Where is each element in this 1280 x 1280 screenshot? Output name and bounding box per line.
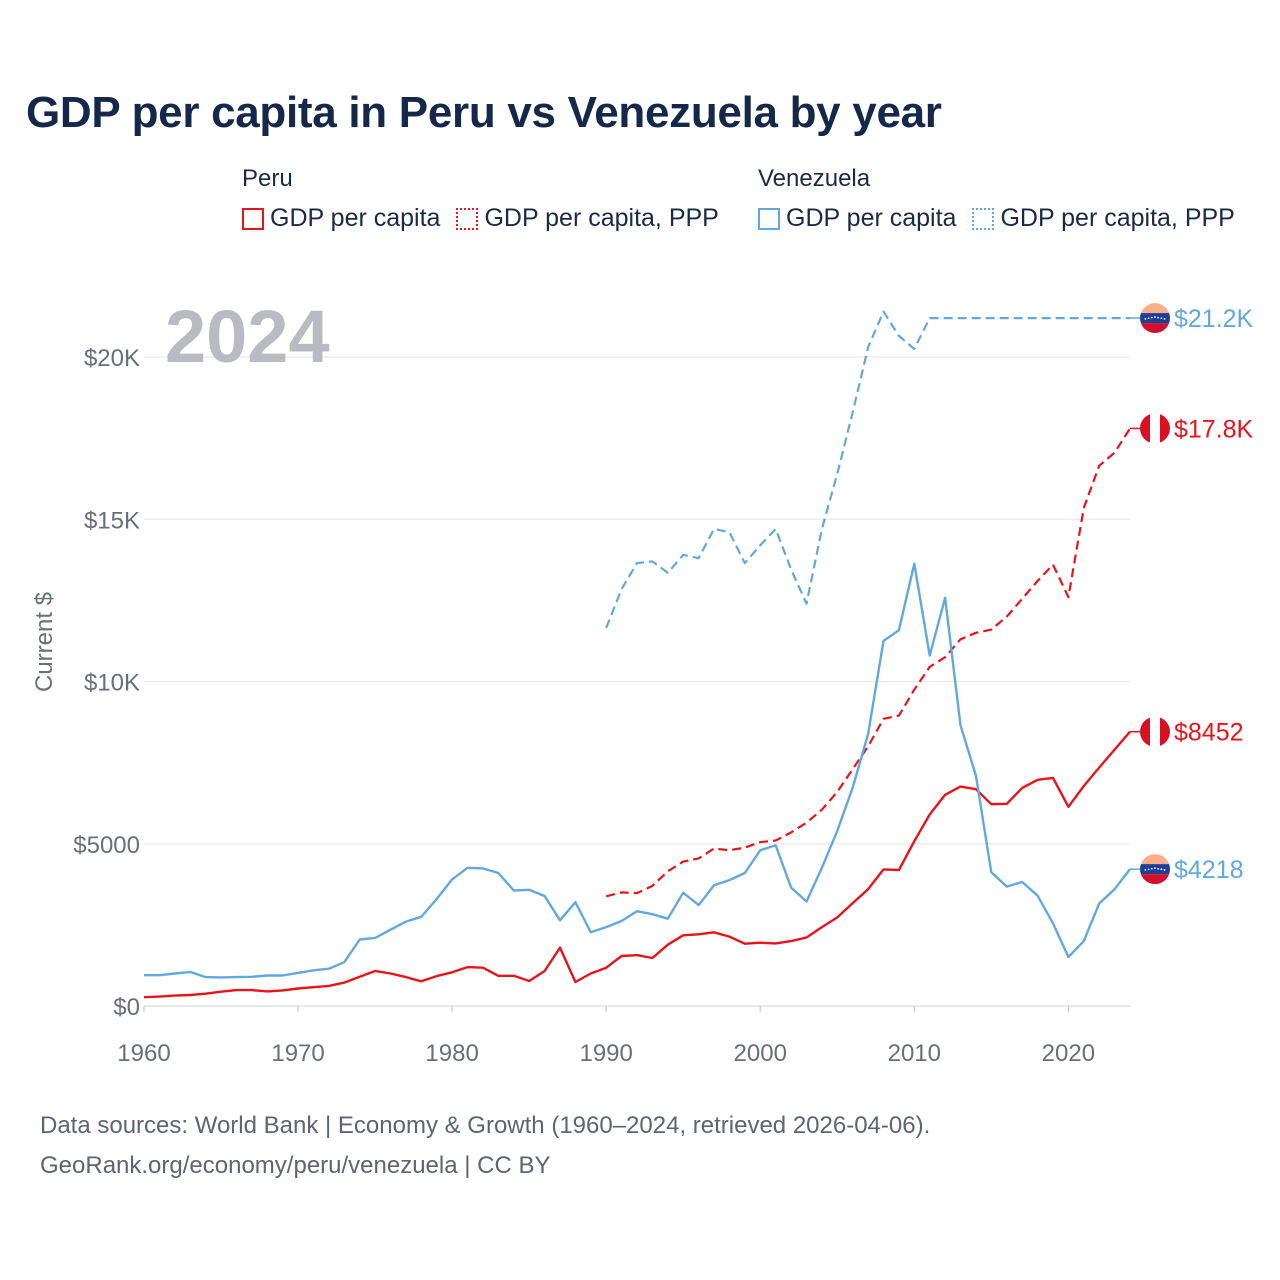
legend-group-name: Peru	[242, 165, 293, 192]
x-tick-label: 2010	[888, 1040, 941, 1067]
x-tick-label: 1990	[579, 1040, 632, 1067]
series-line-venezuela-gdp-per-capita-ppp[interactable]	[605, 310, 1130, 629]
legend-swatch-dotted	[456, 207, 479, 230]
y-tick-label: $0	[113, 994, 140, 1021]
y-tick-label: $5000	[73, 832, 140, 859]
x-tick-label: 2020	[1042, 1040, 1095, 1067]
legend-item-venezuela-gdp-ppp[interactable]: GDP per capita, PPP	[972, 204, 1235, 233]
peru-flag-icon	[1140, 716, 1170, 747]
legend-group-name: Venezuela	[758, 165, 871, 192]
legend-label: GDP per capita, PPP	[484, 204, 719, 232]
legend-swatch-solid	[242, 207, 264, 230]
y-axis-label: Current $	[31, 592, 58, 692]
series-line-peru-gdp-per-capita[interactable]	[143, 730, 1131, 999]
legend-label: GDP per capita, PPP	[1000, 204, 1235, 232]
y-tick-label: $10K	[84, 670, 140, 697]
legend-label: GDP per capita	[786, 204, 957, 232]
footer: Data sources: World Bank | Economy & Gro…	[40, 1106, 930, 1186]
x-tick-label: 1960	[117, 1040, 170, 1067]
x-tick-label: 1980	[425, 1040, 478, 1067]
peru-flag-icon	[1140, 413, 1170, 444]
end-labels: $21.2K $17.8K $8452 $4218	[1130, 303, 1254, 885]
footer-link[interactable]: GeoRank.org/economy/peru/venezuela | CC …	[40, 1152, 551, 1179]
gridlines	[144, 356, 1130, 1007]
x-tick-label: 2000	[734, 1040, 787, 1067]
legend-item-venezuela-gdp[interactable]: GDP per capita	[758, 204, 956, 233]
chart-area: 2024 $0 $5000 $10K $15K $20K 1960 1970 1980 199…	[31, 295, 1254, 1067]
x-tick-label: 1970	[271, 1040, 324, 1067]
legend-group-peru: Peru GDP per capita GDP per capita, PPP	[242, 162, 719, 233]
series-line-venezuela-gdp-per-capita[interactable]	[144, 562, 1131, 979]
legend-label: GDP per capita	[270, 204, 441, 232]
end-value-label: $17.8K	[1174, 415, 1254, 443]
end-value-label: $21.2K	[1174, 305, 1254, 333]
x-axis: 1960 1970 1980 1990 2000 2010 2020	[117, 1006, 1095, 1067]
series-lines	[143, 310, 1131, 999]
legend-swatch-dotted	[972, 207, 995, 230]
year-watermark: 2024	[165, 295, 330, 378]
footer-sources: Data sources: World Bank | Economy & Gro…	[40, 1112, 931, 1139]
legend-item-peru-gdp-ppp[interactable]: GDP per capita, PPP	[456, 204, 719, 233]
end-value-label: $8452	[1174, 719, 1244, 747]
venezuela-flag-icon	[1140, 303, 1170, 334]
series-line-peru-gdp-per-capita-ppp[interactable]	[605, 427, 1131, 898]
legend-swatch-solid	[758, 207, 780, 230]
legend-item-peru-gdp[interactable]: GDP per capita	[242, 204, 440, 233]
y-tick-label: $15K	[84, 507, 140, 534]
y-tick-label: $20K	[84, 345, 140, 372]
y-axis: $0 $5000 $10K $15K $20K	[73, 345, 140, 1021]
end-value-label: $4218	[1174, 856, 1244, 884]
chart-title: GDP per capita in Peru vs Venezuela by y…	[26, 88, 942, 137]
legend-group-venezuela: Venezuela GDP per capita GDP per capita,…	[758, 162, 1235, 233]
venezuela-flag-icon	[1140, 854, 1170, 885]
